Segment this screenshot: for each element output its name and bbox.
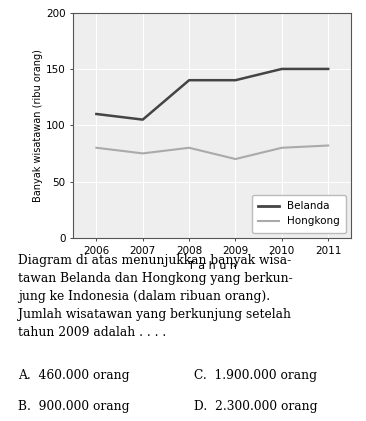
Text: B.  900.000 orang: B. 900.000 orang — [18, 400, 130, 413]
Legend: Belanda, Hongkong: Belanda, Hongkong — [252, 195, 346, 233]
Text: D.  2.300.000 orang: D. 2.300.000 orang — [194, 400, 317, 413]
Text: Diagram di atas menunjukkan banyak wisa-
tawan Belanda dan Hongkong yang berkun-: Diagram di atas menunjukkan banyak wisa-… — [18, 253, 293, 338]
Text: A.  460.000 orang: A. 460.000 orang — [18, 369, 130, 382]
Text: C.  1.900.000 orang: C. 1.900.000 orang — [194, 369, 317, 382]
X-axis label: T a h u n: T a h u n — [188, 261, 237, 271]
Y-axis label: Banyak wisatawan (ribu orang): Banyak wisatawan (ribu orang) — [33, 49, 43, 202]
